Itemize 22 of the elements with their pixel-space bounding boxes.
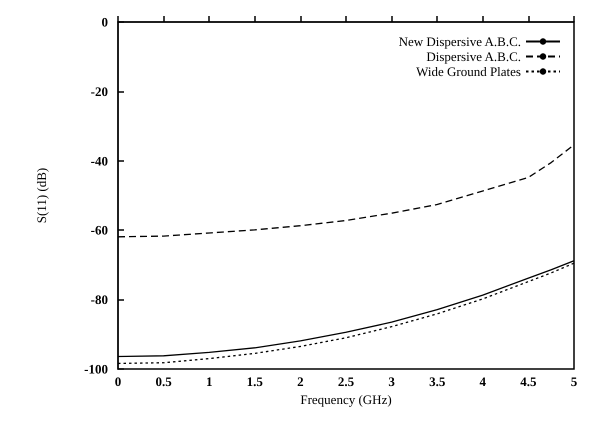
legend-label: New Dispersive A.B.C. — [398, 34, 521, 49]
y-tick-label: -80 — [90, 292, 108, 308]
x-tick-label: 2 — [297, 374, 304, 389]
x-tick-label: 3 — [388, 374, 396, 389]
x-tick-label: 4 — [480, 374, 487, 389]
x-tick-label: 1 — [206, 374, 212, 389]
x-tick-label: 3.5 — [429, 374, 446, 389]
y-tick-label: -40 — [90, 153, 108, 168]
x-tick-label: 4.5 — [520, 374, 538, 389]
x-tick-label: 5 — [570, 374, 578, 389]
y-tick-label: -60 — [90, 222, 108, 238]
y-axis-title: S(11) (dB) — [34, 168, 49, 224]
y-tick-label: 0 — [102, 14, 108, 30]
legend-label: Wide Ground Plates — [416, 64, 521, 79]
legend-label: Dispersive A.B.C. — [426, 49, 521, 64]
y-tick-label: -100 — [84, 362, 108, 376]
x-tick-label: 0 — [114, 374, 122, 389]
x-axis-title: Frequency (GHz) — [300, 392, 392, 407]
x-tick-label: 0.5 — [155, 374, 172, 389]
x-tick-label: 1.5 — [246, 374, 264, 389]
x-tick-label: 2.5 — [338, 374, 355, 389]
y-tick-label: -20 — [90, 84, 108, 99]
